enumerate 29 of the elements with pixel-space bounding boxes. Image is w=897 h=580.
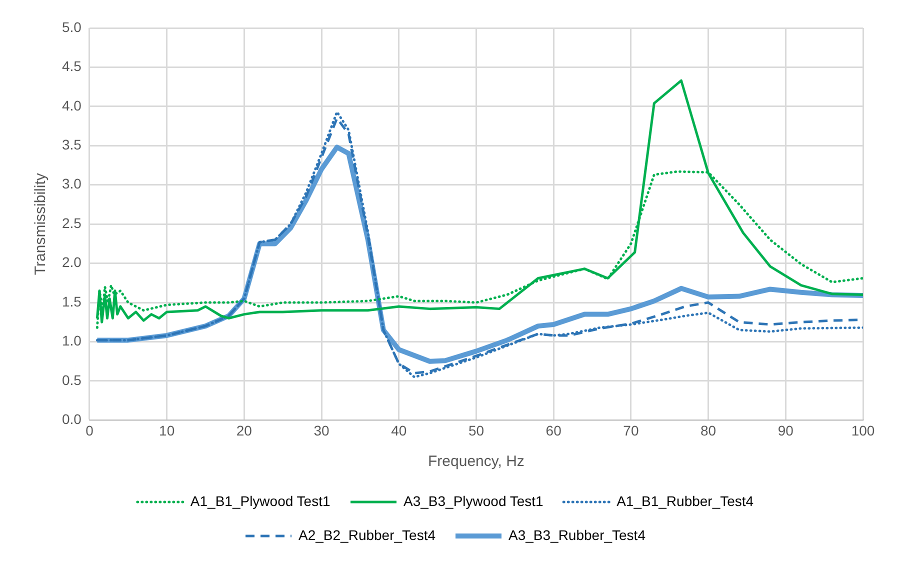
y-tick-label: 2.5 xyxy=(62,214,82,231)
y-tick-label: 0.5 xyxy=(62,372,82,388)
y-tick-label: 4.0 xyxy=(62,97,82,114)
x-tick-label: 20 xyxy=(236,422,252,438)
y-tick-label: 1.5 xyxy=(62,293,82,310)
legend-label: A2_B2_Rubber_Test4 xyxy=(298,526,436,543)
x-tick-label: 70 xyxy=(623,422,639,438)
x-tick-label: 30 xyxy=(314,422,330,438)
x-axis-title: Frequency, Hz xyxy=(428,453,524,470)
x-tick-label: 50 xyxy=(468,422,484,438)
y-tick-label: 1.0 xyxy=(62,332,82,349)
x-tick-label: 10 xyxy=(159,422,175,438)
x-tick-label: 90 xyxy=(778,422,794,438)
x-tick-label: 0 xyxy=(86,422,94,438)
y-axis-title: Transmissibility xyxy=(32,172,50,276)
x-tick-label: 60 xyxy=(546,422,562,438)
x-tick-label: 100 xyxy=(851,422,875,438)
y-tick-label: 3.0 xyxy=(62,176,82,192)
y-tick-label: 3.5 xyxy=(62,136,82,153)
legend-label: A1_B1_Rubber_Test4 xyxy=(616,492,754,509)
legend-label: A1_B1_Plywood Test1 xyxy=(190,492,330,509)
legend-label: A3_B3_Rubber_Test4 xyxy=(508,526,646,543)
y-tick-label: 0.0 xyxy=(62,411,82,428)
legend-label: A3_B3_Plywood Test1 xyxy=(404,492,544,509)
y-tick-label: 5.0 xyxy=(62,18,82,35)
x-tick-label: 80 xyxy=(700,422,716,438)
y-tick-label: 2.0 xyxy=(62,254,82,270)
y-tick-label: 4.5 xyxy=(62,58,82,74)
x-tick-label: 40 xyxy=(391,422,407,438)
